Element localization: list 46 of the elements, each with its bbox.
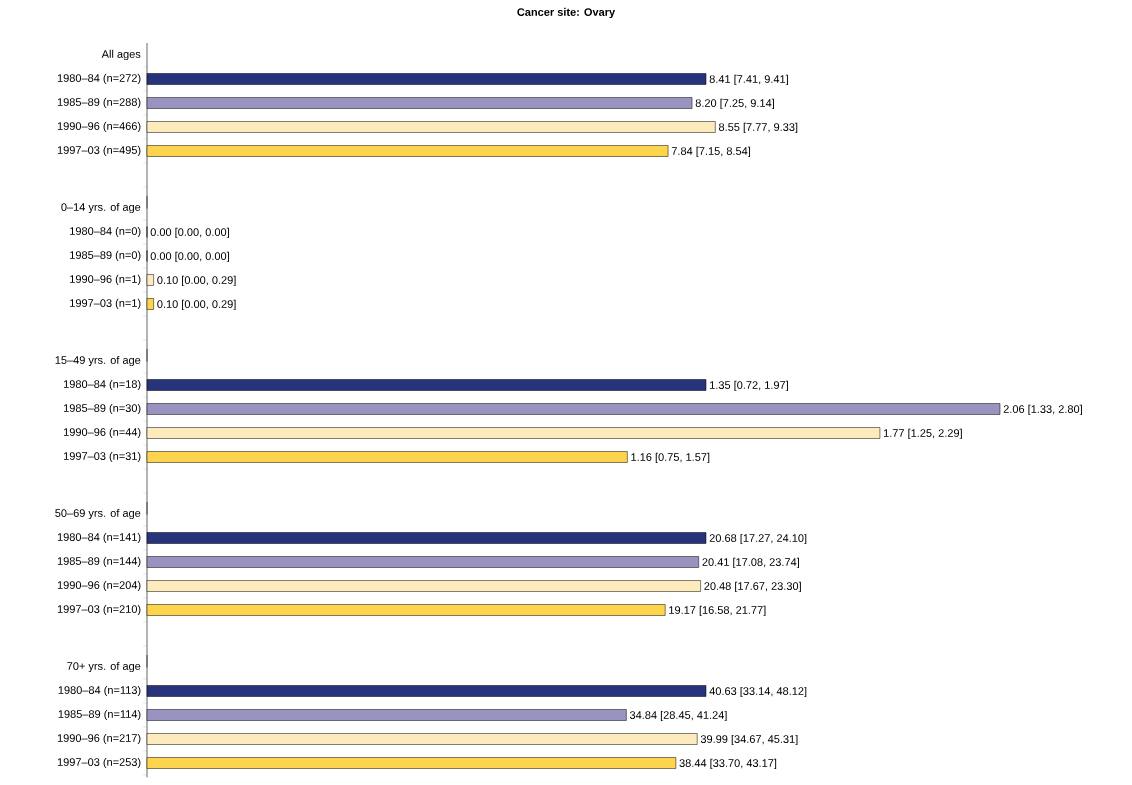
y-tick-label: 1980–84 (n=0) bbox=[70, 226, 141, 238]
y-tick-label: 1997–03 (n=210) bbox=[57, 604, 141, 616]
y-tick-label: 1997–03 (n=1) bbox=[70, 298, 141, 310]
y-tick-label: 1990–96 (n=1) bbox=[70, 274, 141, 286]
data-label: 1.16 [0.75, 1.57] bbox=[631, 452, 710, 464]
y-tick-label: 1985–89 (n=144) bbox=[57, 556, 141, 568]
y-tick-label: 1980–84 (n=18) bbox=[63, 379, 141, 391]
y-tick-label: 1990–96 (n=466) bbox=[57, 121, 141, 133]
data-label: 0.00 [0.00, 0.00] bbox=[150, 251, 229, 263]
y-tick-label: 1990–96 (n=204) bbox=[57, 580, 141, 592]
y-tick-label: 1985–89 (n=30) bbox=[63, 403, 141, 415]
data-label: 0.10 [0.00, 0.29] bbox=[157, 299, 236, 311]
data-label: 0.10 [0.00, 0.29] bbox=[157, 275, 236, 287]
y-tick-label: 1997–03 (n=31) bbox=[63, 451, 141, 463]
data-label: 2.06 [1.33, 2.80] bbox=[1003, 404, 1082, 416]
data-label: 20.48 [17.67, 23.30] bbox=[704, 581, 801, 593]
data-label: 8.20 [7.25, 9.14] bbox=[695, 98, 774, 110]
data-label: 7.84 [7.15, 8.54] bbox=[671, 146, 751, 158]
text: 70+ yrs. of age bbox=[67, 661, 141, 673]
data-label: 38.44 [33.70, 43.17] bbox=[679, 758, 777, 770]
data-label: 8.55 [7.77, 9.33] bbox=[718, 122, 798, 134]
y-tick-label: 1980–84 (n=113) bbox=[58, 685, 141, 697]
data-label: 34.84 [28.45, 41.24] bbox=[629, 710, 727, 722]
data-label: 1.77 [1.25, 2.29] bbox=[883, 428, 962, 440]
y-tick-label: 1985–89 (n=114) bbox=[58, 709, 141, 721]
y-tick-label: 1990–96 (n=217) bbox=[57, 733, 141, 745]
y-tick-label: 1980–84 (n=141) bbox=[57, 532, 141, 544]
y-tick-label: 1997–03 (n=253) bbox=[57, 757, 141, 769]
chart-subtitle: 0–14 yrs. of age bbox=[61, 202, 141, 214]
chart-subtitle: 15–49 yrs. of age bbox=[55, 355, 141, 367]
data-label: 1.35 [0.72, 1.97] bbox=[710, 380, 788, 392]
data-label: 19.17 [16.58, 21.77] bbox=[669, 605, 766, 617]
data-label: 39.99 [34.67, 45.31] bbox=[700, 734, 798, 746]
y-tick-label: 1990–96 (n=44) bbox=[63, 427, 141, 439]
chart-subtitle: All ages bbox=[101, 49, 141, 61]
data-label: 40.63 [33.14, 48.12] bbox=[709, 686, 807, 698]
chart-subtitle: 50–69 yrs. of age bbox=[55, 508, 141, 520]
data-label: 8.41 [7.41, 9.41] bbox=[709, 74, 788, 86]
data-label: 20.41 [17.08, 23.74] bbox=[702, 557, 799, 569]
data-label: 0.00 [0.00, 0.00] bbox=[150, 227, 229, 239]
chart-title: Cancer site: Ovary bbox=[517, 7, 616, 19]
y-tick-label: 1985–89 (n=288) bbox=[57, 97, 141, 109]
y-tick-label: 1985–89 (n=0) bbox=[70, 250, 141, 262]
data-label: 20.68 [17.27, 24.10] bbox=[709, 533, 807, 545]
y-tick-label: 1997–03 (n=495) bbox=[57, 145, 141, 157]
y-tick-label: 1980–84 (n=272) bbox=[57, 73, 141, 85]
